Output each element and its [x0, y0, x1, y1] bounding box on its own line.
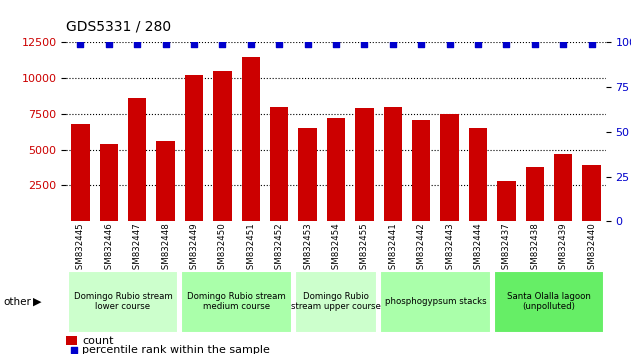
Bar — [71, 124, 90, 221]
Bar — [327, 118, 345, 221]
Point — [160, 41, 170, 47]
Bar — [66, 336, 77, 345]
Text: GSM832441: GSM832441 — [388, 223, 398, 275]
Text: other: other — [3, 297, 31, 307]
Text: GSM832446: GSM832446 — [104, 223, 114, 275]
Text: GSM832452: GSM832452 — [274, 223, 284, 275]
Point — [530, 41, 540, 47]
Text: GSM832439: GSM832439 — [558, 223, 568, 275]
Text: Domingo Rubio stream
medium course: Domingo Rubio stream medium course — [187, 292, 286, 312]
Text: GSM832449: GSM832449 — [189, 223, 199, 275]
Text: GSM832437: GSM832437 — [502, 223, 511, 275]
Point — [133, 41, 143, 47]
Bar — [242, 57, 260, 221]
Text: GSM832440: GSM832440 — [587, 223, 596, 275]
Point — [416, 41, 427, 47]
Bar — [355, 108, 374, 221]
Point — [587, 41, 597, 47]
Text: GSM832444: GSM832444 — [473, 223, 483, 275]
Text: GDS5331 / 280: GDS5331 / 280 — [66, 19, 172, 34]
Text: Domingo Rubio stream
lower course: Domingo Rubio stream lower course — [74, 292, 172, 312]
Bar — [497, 181, 516, 221]
Text: GSM832443: GSM832443 — [445, 223, 454, 275]
Bar — [582, 165, 601, 221]
Bar — [295, 271, 377, 333]
Point — [189, 41, 199, 47]
Point — [303, 41, 313, 47]
Point — [331, 41, 341, 47]
Point — [217, 41, 228, 47]
Text: percentile rank within the sample: percentile rank within the sample — [83, 346, 270, 354]
Bar — [526, 167, 544, 221]
Bar — [270, 107, 288, 221]
Point — [103, 41, 114, 47]
Text: GSM832438: GSM832438 — [530, 223, 540, 275]
Point — [501, 41, 511, 47]
Text: Santa Olalla lagoon
(unpolluted): Santa Olalla lagoon (unpolluted) — [507, 292, 591, 312]
Bar — [440, 114, 459, 221]
Text: GSM832447: GSM832447 — [133, 223, 142, 275]
Point — [444, 41, 454, 47]
Bar — [384, 107, 402, 221]
Bar — [298, 128, 317, 221]
Text: GSM832453: GSM832453 — [303, 223, 312, 275]
Text: GSM832442: GSM832442 — [416, 223, 426, 275]
Bar — [100, 144, 118, 221]
Point — [473, 41, 483, 47]
Bar — [128, 98, 146, 221]
Bar — [185, 75, 203, 221]
Bar — [412, 120, 430, 221]
Text: GSM832454: GSM832454 — [331, 223, 341, 275]
Bar — [380, 271, 491, 333]
Text: Domingo Rubio
stream upper course: Domingo Rubio stream upper course — [291, 292, 381, 312]
Text: GSM832448: GSM832448 — [161, 223, 170, 275]
Point — [274, 41, 284, 47]
Text: GSM832450: GSM832450 — [218, 223, 227, 275]
Text: ▶: ▶ — [33, 297, 41, 307]
Bar — [181, 271, 292, 333]
Point — [360, 41, 370, 47]
Point — [558, 41, 569, 47]
Text: count: count — [83, 336, 114, 346]
Bar — [493, 271, 604, 333]
Text: GSM832455: GSM832455 — [360, 223, 369, 275]
Text: phosphogypsum stacks: phosphogypsum stacks — [384, 297, 487, 306]
Bar — [213, 71, 232, 221]
Bar — [68, 271, 179, 333]
Bar — [554, 154, 572, 221]
Text: GSM832451: GSM832451 — [246, 223, 256, 275]
Point — [76, 41, 86, 47]
Bar — [156, 141, 175, 221]
Point — [399, 309, 410, 315]
Text: GSM832445: GSM832445 — [76, 223, 85, 275]
Bar — [469, 128, 487, 221]
Point — [387, 41, 398, 47]
Point — [246, 41, 256, 47]
